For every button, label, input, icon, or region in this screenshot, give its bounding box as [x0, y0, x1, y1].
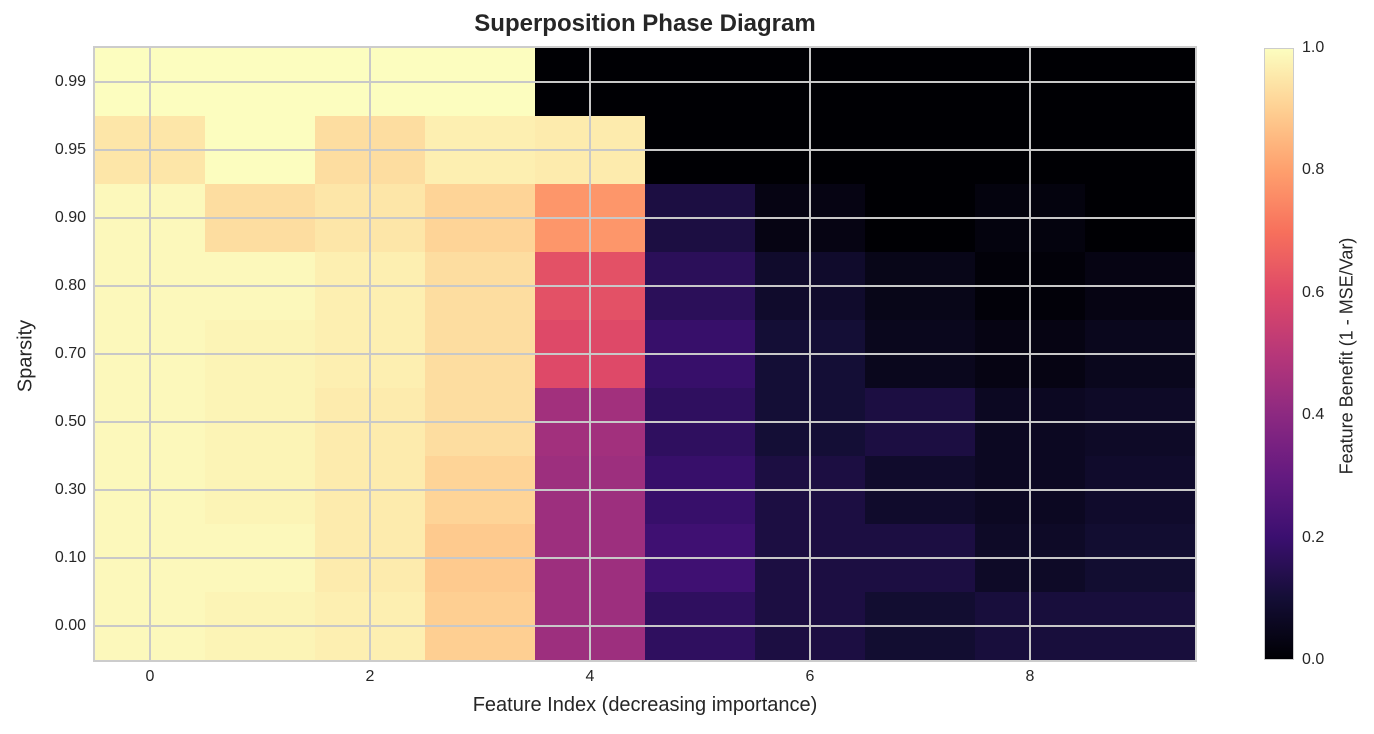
gridline-horizontal — [95, 421, 1195, 423]
x-tick-label: 4 — [585, 668, 595, 685]
y-tick-label: 0.80 — [54, 277, 86, 294]
colorbar-tick-label: 0.2 — [1302, 528, 1325, 546]
y-tick-label: 0.99 — [54, 73, 86, 90]
gridline-horizontal — [95, 353, 1195, 355]
y-tick-label: 0.50 — [54, 413, 86, 430]
gridline-horizontal — [95, 285, 1195, 287]
gridline-horizontal — [95, 489, 1195, 491]
gridline-horizontal — [95, 557, 1195, 559]
gridline-horizontal — [95, 217, 1195, 219]
y-tick-label: 0.70 — [54, 345, 86, 362]
gridline-horizontal — [95, 149, 1195, 151]
y-tick-label: 0.95 — [54, 141, 86, 158]
x-tick-label: 6 — [805, 668, 815, 685]
y-tick-label: 0.30 — [54, 481, 86, 498]
y-tick-label: 0.10 — [54, 549, 86, 566]
x-axis-label: Feature Index (decreasing importance) — [472, 694, 818, 716]
colorbar-tick-label: 1.0 — [1302, 39, 1325, 56]
y-tick-label: 0.00 — [54, 617, 86, 634]
heatmap-plot-area — [93, 46, 1197, 662]
gridline-horizontal — [95, 81, 1195, 83]
x-tick-label: 0 — [145, 668, 155, 685]
gridline-horizontal — [95, 625, 1195, 627]
y-axis-label: Sparsity — [14, 319, 37, 393]
x-tick-label: 8 — [1025, 668, 1035, 685]
colorbar — [1264, 48, 1294, 660]
colorbar-tick-label: 0.6 — [1302, 283, 1325, 301]
x-tick-label: 2 — [365, 668, 375, 685]
y-tick-label: 0.90 — [54, 209, 86, 226]
colorbar-tick-label: 0.0 — [1302, 651, 1325, 668]
colorbar-label: Feature Benefit (1 - MSE/Var) — [1336, 237, 1357, 475]
chart-title: Superposition Phase Diagram — [474, 10, 816, 37]
colorbar-tick-label: 0.8 — [1302, 161, 1325, 179]
colorbar-tick-label: 0.4 — [1302, 406, 1325, 424]
